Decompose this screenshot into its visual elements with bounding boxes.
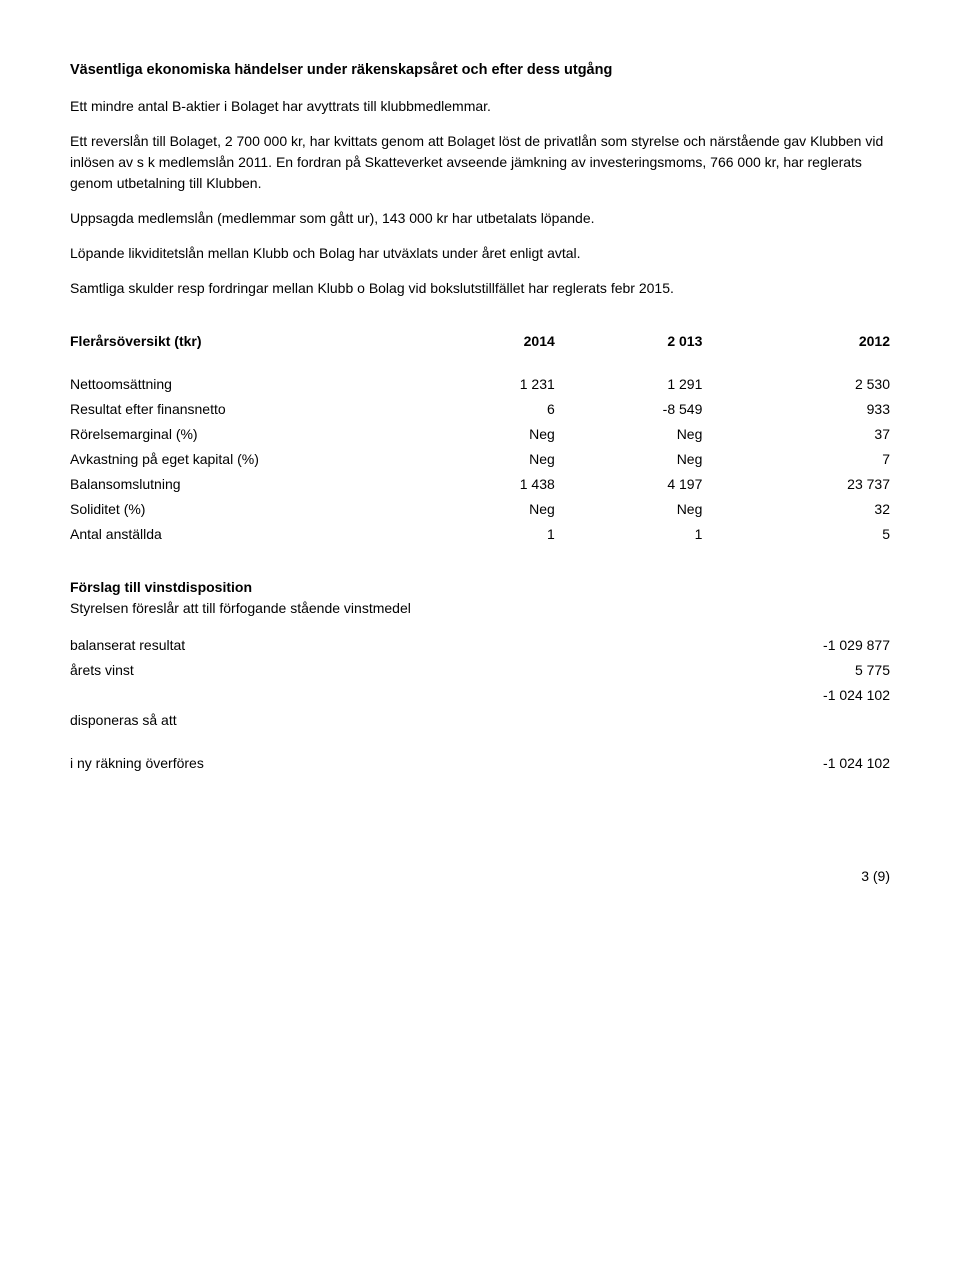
row-label: Rörelsemarginal (%) — [70, 422, 447, 447]
row-label: årets vinst — [70, 658, 644, 683]
disposition-sub: Styrelsen föreslår att till förfogande s… — [70, 598, 890, 619]
table-row: Nettoomsättning 1 231 1 291 2 530 — [70, 372, 890, 397]
table-row: Resultat efter finansnetto 6 -8 549 933 — [70, 397, 890, 422]
row-val: 5 775 — [644, 658, 890, 683]
table-row: Antal anställda 1 1 5 — [70, 522, 890, 547]
row-val: -1 029 877 — [644, 633, 890, 658]
row-val: 1 231 — [447, 372, 595, 397]
row-label: Antal anställda — [70, 522, 447, 547]
table-row: balanserat resultat -1 029 877 — [70, 633, 890, 658]
row-val: Neg — [595, 447, 743, 472]
row-val: Neg — [595, 422, 743, 447]
row-label: disponeras så att — [70, 708, 644, 733]
row-label: Resultat efter finansnetto — [70, 397, 447, 422]
section-heading: Väsentliga ekonomiska händelser under rä… — [70, 60, 890, 82]
paragraph: Löpande likviditetslån mellan Klubb och … — [70, 243, 890, 264]
row-val: 1 — [447, 522, 595, 547]
row-val: 37 — [742, 422, 890, 447]
table-row: -1 024 102 — [70, 683, 890, 708]
row-val: 5 — [742, 522, 890, 547]
row-val: 1 438 — [447, 472, 595, 497]
row-val: 933 — [742, 397, 890, 422]
table-row: i ny räkning överföres -1 024 102 — [70, 751, 890, 776]
row-val — [644, 708, 890, 733]
row-val: Neg — [595, 497, 743, 522]
row-label: Balansomslutning — [70, 472, 447, 497]
year-header: 2012 — [742, 329, 890, 354]
table-row: årets vinst 5 775 — [70, 658, 890, 683]
row-val: 4 197 — [595, 472, 743, 497]
row-label — [70, 683, 644, 708]
table-row: Balansomslutning 1 438 4 197 23 737 — [70, 472, 890, 497]
row-val: 2 530 — [742, 372, 890, 397]
paragraph: Uppsagda medlemslån (medlemmar som gått … — [70, 208, 890, 229]
page-number: 3 (9) — [70, 866, 890, 887]
row-val: Neg — [447, 447, 595, 472]
row-label: Nettoomsättning — [70, 372, 447, 397]
paragraph: Ett mindre antal B-aktier i Bolaget har … — [70, 96, 890, 117]
subtotal: -1 024 102 — [644, 683, 890, 708]
row-val: 1 291 — [595, 372, 743, 397]
row-label: i ny räkning överföres — [70, 751, 644, 776]
row-label: Soliditet (%) — [70, 497, 447, 522]
overview-table: Flerårsöversikt (tkr) 2014 2 013 2012 Ne… — [70, 329, 890, 547]
row-val: 1 — [595, 522, 743, 547]
row-val: 23 737 — [742, 472, 890, 497]
disposition-table: balanserat resultat -1 029 877 årets vin… — [70, 633, 890, 776]
row-label: balanserat resultat — [70, 633, 644, 658]
row-val: 7 — [742, 447, 890, 472]
row-val: 32 — [742, 497, 890, 522]
year-header: 2 013 — [595, 329, 743, 354]
paragraph: Ett reverslån till Bolaget, 2 700 000 kr… — [70, 131, 890, 194]
paragraph: Samtliga skulder resp fordringar mellan … — [70, 278, 890, 299]
table-row: Avkastning på eget kapital (%) Neg Neg 7 — [70, 447, 890, 472]
row-val: -8 549 — [595, 397, 743, 422]
row-val: Neg — [447, 497, 595, 522]
row-val: -1 024 102 — [644, 751, 890, 776]
overview-title: Flerårsöversikt (tkr) — [70, 329, 447, 354]
table-row: disponeras så att — [70, 708, 890, 733]
year-header: 2014 — [447, 329, 595, 354]
row-val: Neg — [447, 422, 595, 447]
table-row: Rörelsemarginal (%) Neg Neg 37 — [70, 422, 890, 447]
row-label: Avkastning på eget kapital (%) — [70, 447, 447, 472]
disposition-heading: Förslag till vinstdisposition — [70, 577, 890, 598]
table-row: Soliditet (%) Neg Neg 32 — [70, 497, 890, 522]
row-val: 6 — [447, 397, 595, 422]
